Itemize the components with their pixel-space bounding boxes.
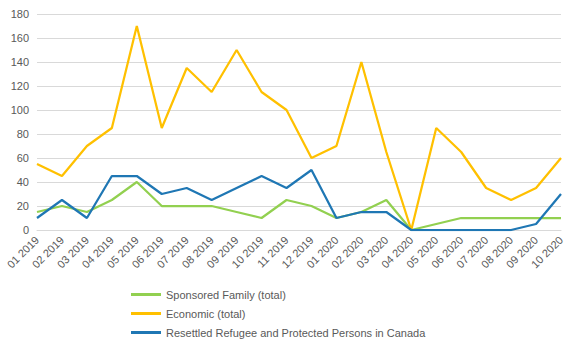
svg-text:06 2019: 06 2019 — [129, 233, 166, 271]
svg-text:09 2019: 09 2019 — [204, 233, 241, 271]
svg-text:60: 60 — [17, 152, 29, 164]
svg-text:10 2020: 10 2020 — [529, 234, 566, 271]
svg-text:05 2019: 05 2019 — [104, 233, 142, 271]
svg-text:140: 140 — [11, 56, 29, 68]
svg-text:07 2019: 07 2019 — [154, 233, 191, 271]
svg-text:100: 100 — [11, 104, 29, 116]
svg-text:04 2019: 04 2019 — [79, 233, 117, 271]
svg-text:07 2020: 07 2020 — [453, 233, 491, 271]
svg-text:10 2019: 10 2019 — [229, 233, 266, 271]
svg-text:12 2019: 12 2019 — [279, 233, 316, 271]
svg-text:04 2020: 04 2020 — [379, 233, 416, 271]
svg-text:Sponsored Family (total): Sponsored Family (total) — [166, 289, 286, 301]
svg-text:02 2020: 02 2020 — [329, 233, 366, 271]
svg-text:03 2020: 03 2020 — [354, 233, 391, 271]
svg-text:01 2020: 01 2020 — [304, 233, 341, 271]
svg-text:06 2020: 06 2020 — [428, 233, 466, 271]
svg-text:08 2019: 08 2019 — [179, 233, 216, 271]
svg-text:09 2020: 09 2020 — [503, 233, 541, 271]
svg-text:0: 0 — [23, 224, 29, 236]
svg-text:120: 120 — [11, 80, 29, 92]
svg-text:Economic (total): Economic (total) — [166, 308, 245, 320]
svg-text:Resettled Refugee and Protecte: Resettled Refugee and Protected Persons … — [166, 327, 426, 339]
svg-text:03 2019: 03 2019 — [54, 233, 92, 271]
svg-text:01 2019: 01 2019 — [4, 233, 42, 271]
svg-text:08 2020: 08 2020 — [478, 233, 516, 271]
svg-text:80: 80 — [17, 128, 29, 140]
svg-text:180: 180 — [11, 8, 29, 20]
svg-text:05 2020: 05 2020 — [403, 233, 441, 271]
svg-text:40: 40 — [17, 176, 29, 188]
svg-text:02 2019: 02 2019 — [29, 233, 67, 271]
svg-text:160: 160 — [11, 32, 29, 44]
svg-text:11 2019: 11 2019 — [254, 233, 291, 270]
svg-text:20: 20 — [17, 200, 29, 212]
